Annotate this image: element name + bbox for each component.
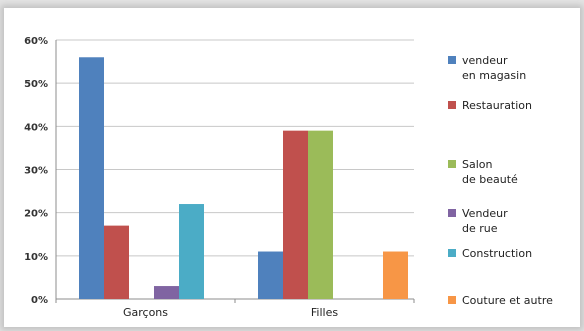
bar-garcons-series-3: [154, 286, 179, 299]
y-tick-label: 30%: [24, 166, 48, 177]
legend-label-4: Construction: [462, 247, 532, 260]
x-category-label: Filles: [311, 306, 338, 319]
bar-filles-series-2: [308, 130, 333, 299]
bar-garcons-series-1: [104, 225, 129, 299]
y-tick-label: 50%: [24, 79, 48, 90]
legend-label-5: Couture et autre: [462, 294, 553, 307]
legend-swatch-1: [448, 101, 456, 109]
legend-label-3: de rue: [462, 222, 498, 235]
legend-swatch-4: [448, 249, 456, 257]
y-tick-label: 40%: [24, 122, 48, 133]
legend-label-3: Vendeur: [462, 207, 508, 220]
bar-filles-series-1: [283, 130, 308, 299]
legend-swatch-0: [448, 56, 456, 64]
y-tick-label: 10%: [24, 252, 48, 263]
bar-garcons-series-0: [79, 57, 104, 300]
legend-label-2: Salon: [462, 158, 493, 171]
y-tick-label: 0%: [31, 295, 48, 306]
legend-swatch-5: [448, 296, 456, 304]
bar-filles-series-0: [258, 251, 283, 299]
legend-label-1: Restauration: [462, 99, 532, 112]
legend-swatch-2: [448, 160, 456, 168]
legend-label-2: de beauté: [462, 173, 518, 186]
legend-label-0: en magasin: [462, 69, 526, 82]
legend-label-0: vendeur: [462, 54, 508, 67]
y-tick-label: 20%: [24, 209, 48, 220]
bar-chart: 0% 10% 20% 30% 40% 50% 60% Garçons Filles vendeur…: [24, 36, 553, 319]
x-category-label: Garçons: [123, 306, 168, 319]
bar-garcons-series-4: [179, 204, 204, 299]
legend-swatch-3: [448, 209, 456, 217]
bar-filles-series-5: [383, 251, 408, 299]
chart-card: 0% 10% 20% 30% 40% 50% 60% Garçons Filles vendeur…: [4, 8, 580, 327]
y-tick-label: 60%: [24, 36, 48, 47]
